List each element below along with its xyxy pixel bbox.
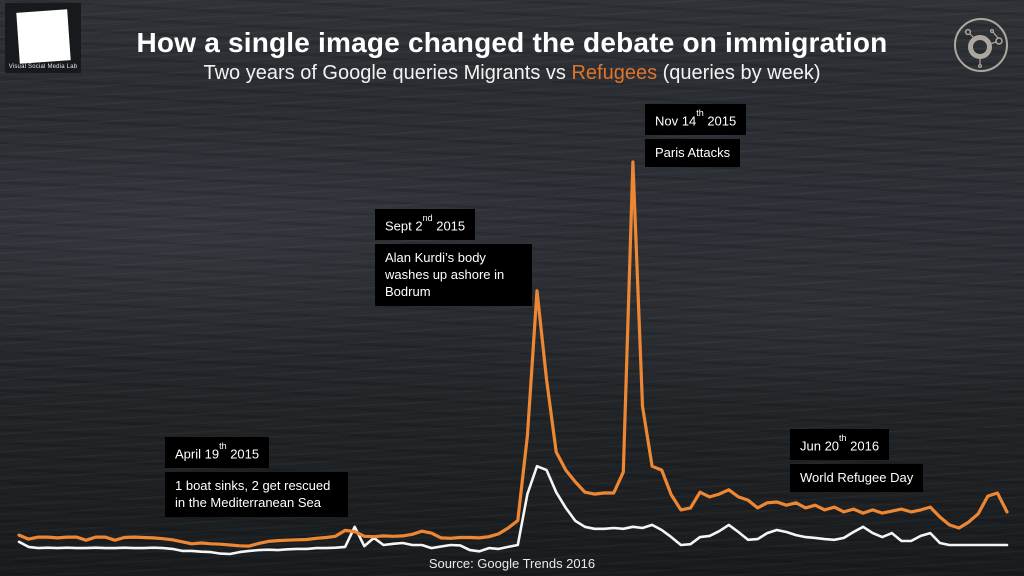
page-subtitle: Two years of Google queries Migrants vs … — [0, 62, 1024, 85]
subtitle-refugees-highlight: Refugees — [571, 62, 658, 84]
annotation-date: Nov 14th 2015 — [645, 104, 747, 136]
subtitle-prefix: Two years of Google queries Migrants vs — [203, 62, 572, 84]
annotation-label: World Refugee Day — [790, 464, 924, 493]
date-text: Jun 20 — [800, 438, 840, 454]
camera-dial-icon — [954, 18, 1008, 72]
date-text: Nov 14 — [655, 113, 697, 129]
date-year: 2016 — [846, 438, 880, 454]
annotation-nov-14-2015: Nov 14th 2015 Paris Attacks — [645, 104, 747, 168]
annotation-label: Alan Kurdi’s body washes up ashore in Bo… — [375, 244, 532, 307]
annotation-label: 1 boat sinks, 2 get rescued in the Medit… — [165, 472, 348, 518]
date-ordinal: nd — [422, 213, 433, 223]
annotation-date: Jun 20th 2016 — [790, 429, 890, 461]
date-ordinal: th — [839, 433, 847, 443]
date-text: April 19 — [175, 446, 220, 462]
annotation-label: Paris Attacks — [645, 139, 741, 168]
annotation-april-19-2015: April 19th 2015 1 boat sinks, 2 get resc… — [165, 437, 348, 518]
date-year: 2015 — [432, 218, 466, 234]
annotation-date: April 19th 2015 — [165, 437, 270, 469]
source-note: Source: Google Trends 2016 — [428, 556, 596, 571]
annotation-jun-20-2016: Jun 20th 2016 World Refugee Day — [790, 429, 924, 493]
migrants-line — [17, 464, 1009, 556]
date-year: 2015 — [226, 446, 260, 462]
refugees-line — [17, 160, 1009, 548]
page-title: How a single image changed the debate on… — [136, 27, 888, 58]
date-ordinal: th — [219, 441, 227, 451]
annotation-date: Sept 2nd 2015 — [375, 209, 476, 241]
date-ordinal: th — [696, 108, 704, 118]
annotation-sept-2-2015: Sept 2nd 2015 Alan Kurdi’s body washes u… — [375, 209, 532, 307]
subtitle-suffix: (queries by week) — [657, 62, 821, 84]
logo-label: Visual Social Media Lab — [8, 64, 78, 70]
date-text: Sept 2 — [385, 218, 423, 234]
vsml-logo: Visual Social Media Lab — [5, 3, 81, 73]
date-year: 2015 — [703, 113, 737, 129]
